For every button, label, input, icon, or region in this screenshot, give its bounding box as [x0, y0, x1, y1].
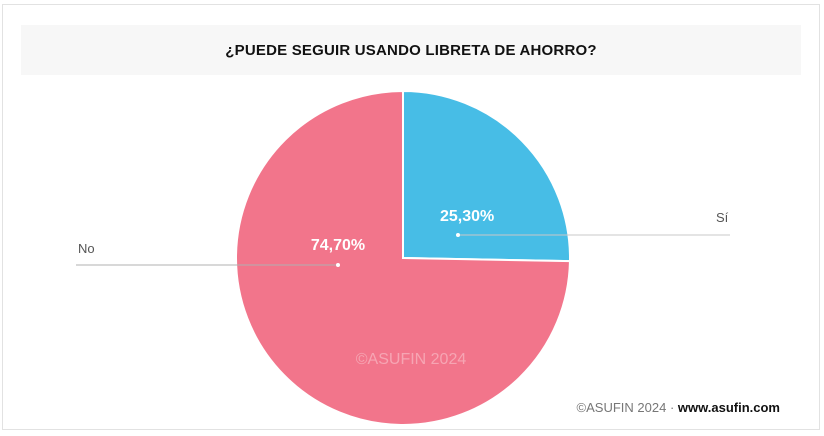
pie-slice-si[interactable] — [402, 89, 571, 263]
watermark: ©ASUFIN 2024 — [356, 351, 467, 368]
title-box: ¿PUEDE SEGUIR USANDO LIBRETA DE AHORRO? — [21, 25, 801, 75]
leader-dot — [336, 263, 340, 267]
chart-title: ¿PUEDE SEGUIR USANDO LIBRETA DE AHORRO? — [225, 41, 597, 59]
leader-dot — [456, 233, 460, 237]
footer-copyright: ©ASUFIN 2024 · — [576, 400, 675, 415]
data-label-si: 25,30% — [440, 208, 494, 225]
pie-slice-no[interactable] — [235, 89, 571, 426]
footer: ©ASUFIN 2024 · www.asufin.com — [577, 400, 780, 415]
category-label-si: Sí — [716, 210, 729, 225]
category-label-no: No — [78, 241, 95, 256]
footer-url[interactable]: www.asufin.com — [677, 400, 780, 415]
data-label-no: 74,70% — [311, 237, 365, 254]
